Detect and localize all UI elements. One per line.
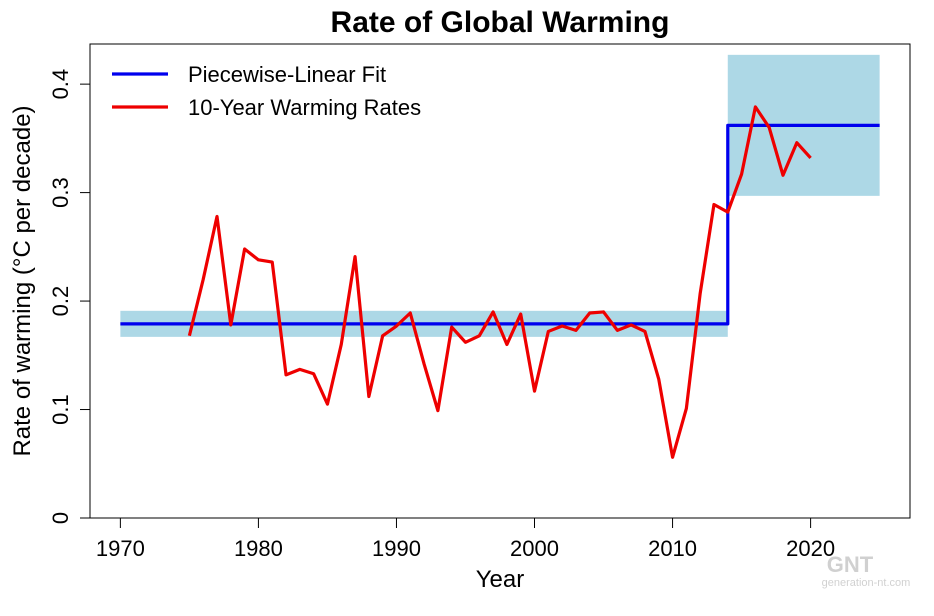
y-tick-label: 0.3 — [48, 177, 73, 208]
chart-title: Rate of Global Warming — [331, 6, 670, 39]
x-tick-label: 1970 — [96, 536, 145, 561]
series-line-0 — [120, 123, 880, 326]
x-tick-label: 1980 — [234, 536, 283, 561]
legend-label-0: Piecewise-Linear Fit — [188, 62, 386, 87]
y-tick-label: 0 — [48, 512, 73, 524]
x-tick-label: 2020 — [786, 536, 835, 561]
legend-label-1: 10-Year Warming Rates — [188, 95, 421, 120]
x-tick-label: 2000 — [510, 536, 559, 561]
y-tick-label: 0.1 — [48, 394, 73, 425]
watermark-site: generation-nt.com — [822, 577, 911, 589]
watermark-logo: GNT — [827, 552, 874, 577]
y-tick-label: 0.4 — [48, 69, 73, 100]
watermark: GNT generation-nt.com — [822, 552, 911, 589]
series-line-1 — [187, 105, 812, 459]
y-tick-label: 0.2 — [48, 286, 73, 317]
x-tick-label: 2010 — [648, 536, 697, 561]
legend: Piecewise-Linear Fit 10-Year Warming Rate… — [112, 62, 421, 120]
y-axis-label: Rate of warming (°C per decade) — [9, 105, 36, 456]
x-axis-label: Year — [476, 566, 525, 593]
x-tick-label: 1990 — [372, 536, 421, 561]
